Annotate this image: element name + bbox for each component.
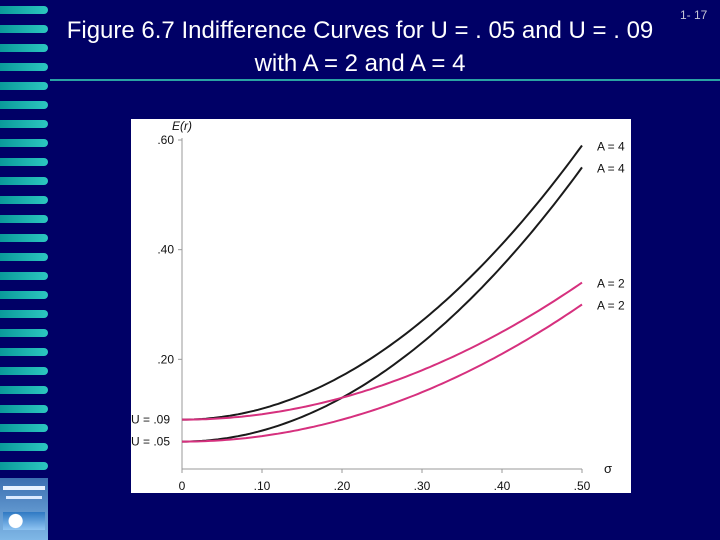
- indifference-curve: [182, 303, 583, 443]
- x-tick-label: .20: [334, 479, 351, 493]
- x-tick-label: .50: [574, 479, 591, 493]
- strip-bar: [0, 462, 48, 470]
- x-tick-label: .10: [254, 479, 271, 493]
- y-tick-label: .20: [157, 352, 174, 366]
- indifference-curve: [182, 144, 583, 421]
- y-tick-label: .60: [157, 133, 174, 147]
- strip-bar: [0, 158, 48, 166]
- logo-line: [6, 496, 42, 499]
- strip-bar: [0, 44, 48, 52]
- strip-bar: [0, 25, 48, 33]
- x-axis-label: σ: [604, 461, 612, 476]
- strip-bar: [0, 196, 48, 204]
- curve-label: A = 4: [597, 139, 625, 153]
- slide-number: 1- 17: [680, 8, 708, 22]
- strip-bar: [0, 272, 48, 280]
- x-tick-label: .40: [494, 479, 511, 493]
- title-divider: [50, 79, 720, 81]
- left-decorative-strip: [0, 0, 50, 540]
- strip-bar: [0, 253, 48, 261]
- strip-bar: [0, 234, 48, 242]
- slide-title: Figure 6.7 Indifference Curves for U = .…: [66, 17, 654, 77]
- logo-image: [3, 512, 45, 530]
- y-axis-label: E(r): [172, 119, 192, 133]
- y-tick-label: .40: [157, 243, 174, 257]
- strip-bar: [0, 177, 48, 185]
- strip-bar: [0, 215, 48, 223]
- indifference-curve: [182, 281, 583, 421]
- strip-bar: [0, 139, 48, 147]
- x-tick-label: .30: [414, 479, 431, 493]
- strip-bar: [0, 120, 48, 128]
- strip-bar: [0, 6, 48, 14]
- curve-label: A = 4: [597, 161, 625, 175]
- strip-bar: [0, 424, 48, 432]
- publisher-logo: [0, 478, 48, 540]
- strip-bar: [0, 348, 48, 356]
- strip-bar: [0, 82, 48, 90]
- strip-bar: [0, 291, 48, 299]
- strip-bar: [0, 405, 48, 413]
- curve-label: A = 2: [597, 277, 625, 291]
- utility-annotation: U = .05: [131, 435, 170, 449]
- strip-bar: [0, 386, 48, 394]
- strip-bar: [0, 101, 48, 109]
- strip-bar: [0, 63, 48, 71]
- utility-annotation: U = .09: [131, 413, 170, 427]
- strip-bar: [0, 443, 48, 451]
- logo-line: [3, 486, 45, 490]
- strip-bar: [0, 367, 48, 375]
- strip-bar: [0, 329, 48, 337]
- curve-label: A = 2: [597, 299, 625, 313]
- x-tick-label: 0: [179, 479, 186, 493]
- indifference-curve: [182, 166, 583, 443]
- strip-bar: [0, 310, 48, 318]
